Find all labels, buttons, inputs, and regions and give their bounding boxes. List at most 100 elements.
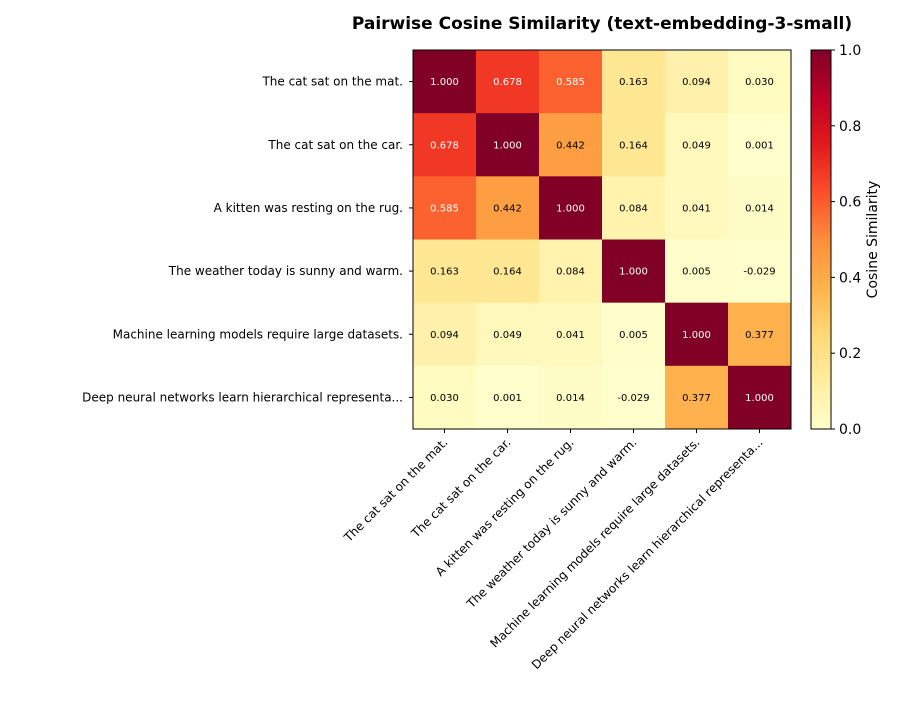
heatmap-cell [665,239,729,304]
heatmap-cell [413,302,477,367]
heatmap-cell [476,239,540,304]
x-axis: The cat sat on the mat.The cat sat on th… [341,429,766,672]
heatmap-cell [602,302,666,367]
cell-value-label: 0.014 [745,203,774,214]
cell-value-label: 0.585 [556,77,585,88]
heatmap-cell [413,113,477,177]
cell-value-label: 0.442 [556,140,585,151]
colorbar-gradient [811,50,831,429]
chart-title: Pairwise Cosine Similarity (text-embeddi… [352,14,852,34]
y-tick-label: The cat sat on the car. [267,138,403,152]
cell-value-label: 0.163 [430,267,459,278]
heatmap-cell [476,365,540,430]
cell-value-label: 0.678 [493,77,522,88]
heatmap-cell [665,176,729,240]
cell-value-label: 1.000 [682,330,711,341]
cell-value-label: 1.000 [619,267,648,278]
x-tick-label: Deep neural networks learn hierarchical … [529,435,766,672]
heatmap-cell [539,113,603,177]
heatmap-cell [539,302,603,367]
cell-value-label: 0.164 [619,140,648,151]
cell-value-label: 0.005 [619,330,648,341]
heatmap-cell [539,176,603,240]
heatmap-cell [539,50,603,114]
heatmap-cell [413,50,477,114]
cell-value-label: 0.049 [682,140,711,151]
cell-value-label: 1.000 [430,77,459,88]
cell-value-label: 0.163 [619,77,648,88]
cell-value-label: 0.041 [556,330,585,341]
cell-value-label: -0.029 [743,267,775,278]
cell-value-label: 1.000 [493,140,522,151]
heatmap-cell [728,176,792,240]
heatmap-cell [539,365,603,430]
cell-value-label: -0.029 [617,393,649,404]
x-tick-label: Machine learning models require large da… [487,435,702,650]
plot-frame [412,49,792,430]
colorbar-ticks: 0.0 0.2 0.4 0.6 0.8 1.0 [831,43,861,438]
heatmap-cell [476,302,540,367]
y-tick-label: A kitten was resting on the rug. [214,201,403,215]
cell-value-label: 1.000 [745,393,774,404]
cell-value-label: 0.094 [430,330,459,341]
heatmap-cell [665,365,729,430]
heatmap-cell [476,50,540,114]
cell-value-label: 1.000 [556,203,585,214]
heatmap-cell [602,50,666,114]
cell-value-label: 0.084 [556,267,585,278]
heatmap-cell [602,239,666,304]
heatmap-cell [728,113,792,177]
cell-value-label: 0.377 [745,330,774,341]
cell-value-label: 0.030 [745,77,774,88]
cell-value-label: 0.164 [493,267,522,278]
y-tick-label: Machine learning models require large da… [113,327,403,341]
cell-value-label: 0.094 [682,77,711,88]
colorbar-tick-label: 0.6 [839,195,861,211]
heatmap-cell [665,50,729,114]
x-tick-label: The cat sat on the mat. [341,435,451,545]
colorbar-tick-label: 1.0 [839,43,861,59]
colorbar: 0.0 0.2 0.4 0.6 0.8 1.0 Cosine Similarity [810,43,881,438]
cell-value-label: 0.678 [430,140,459,151]
heatmap-cell [413,365,477,430]
cell-value-label: 0.005 [682,267,711,278]
heatmap-cell [476,176,540,240]
x-tick-label: A kitten was resting on the rug. [433,435,577,579]
colorbar-tick-label: 0.8 [839,119,861,135]
cell-annotations: 1.000 0.678 0.585 0.163 0.094 0.030 0.678 1.000… [430,77,775,404]
cell-value-label: 0.049 [493,330,522,341]
cell-value-label: 0.377 [682,393,711,404]
heatmap-cell [728,365,792,430]
heatmap-cell [413,176,477,240]
heatmap-cell [539,239,603,304]
heatmap-cell [665,113,729,177]
colorbar-frame [810,49,832,430]
y-tick-label: The cat sat on the mat. [261,75,403,89]
y-tick-label: The weather today is sunny and warm. [168,264,403,278]
cell-value-label: 0.084 [619,203,648,214]
heatmap-cell [728,239,792,304]
colorbar-tick-label: 0.0 [839,422,861,438]
heatmap-cell [476,113,540,177]
cell-value-label: 0.001 [745,140,774,151]
colorbar-tick-label: 0.2 [839,346,861,362]
heatmap-cell [728,50,792,114]
heatmap-cell [602,365,666,430]
cell-value-label: 0.585 [430,203,459,214]
heatmap-cell [602,176,666,240]
cell-value-label: 0.041 [682,203,711,214]
cell-value-label: 0.001 [493,393,522,404]
cell-value-label: 0.014 [556,393,585,404]
y-axis: The cat sat on the mat. The cat sat on th… [82,75,413,404]
heatmap-cell [413,239,477,304]
y-tick-label: Deep neural networks learn hierarchical … [82,390,403,404]
cell-value-label: 0.442 [493,203,522,214]
heatmap-cell [728,302,792,367]
colorbar-tick-label: 0.4 [839,270,861,286]
colorbar-label: Cosine Similarity [865,181,881,299]
heatmap-cells [413,50,792,430]
heatmap-cell [665,302,729,367]
heatmap-cell [602,113,666,177]
